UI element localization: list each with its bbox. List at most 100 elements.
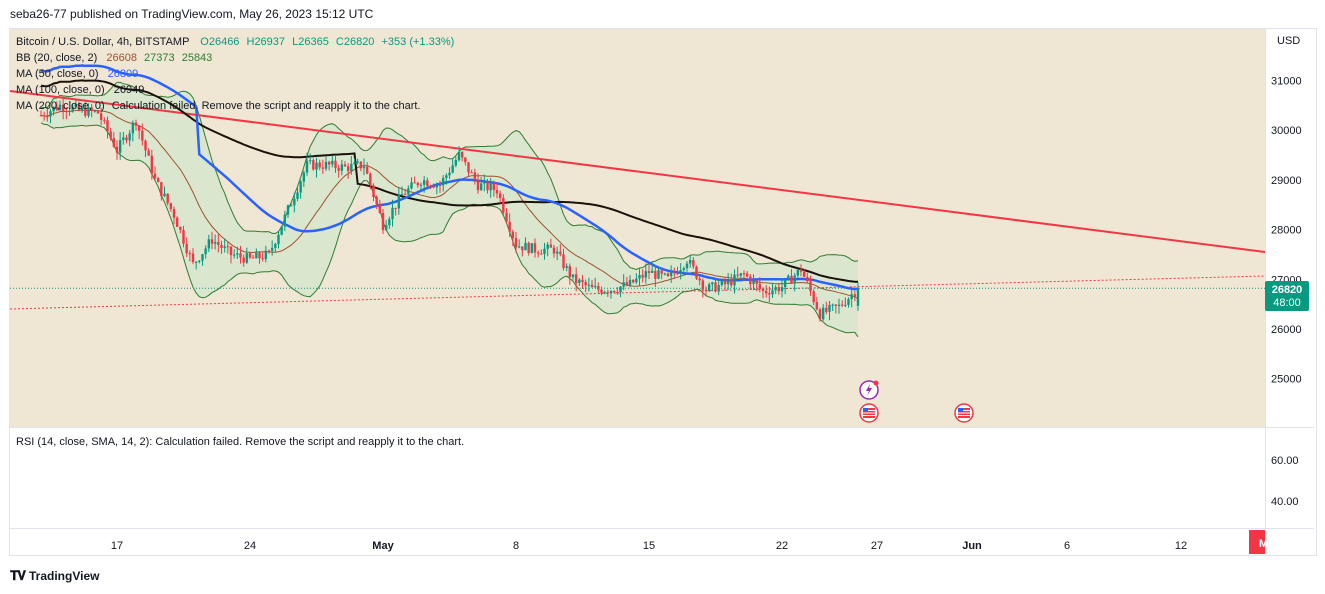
candle-body [650, 270, 654, 273]
legend-close: C26820 [335, 36, 375, 48]
candle-body [787, 275, 790, 280]
legend-ma100-value: 26949 [113, 84, 145, 96]
time-axis-tick: 27 [871, 540, 883, 552]
candle-body [340, 164, 344, 171]
candle-body [112, 138, 116, 147]
candle-body [508, 221, 511, 232]
legend-bb-upper: 27373 [144, 52, 175, 64]
candle-body [346, 166, 350, 171]
candle-body [451, 165, 454, 173]
candle-body [153, 173, 157, 179]
candle-body [492, 183, 496, 190]
candle-body [407, 188, 410, 195]
time-axis-tick: 22 [776, 540, 788, 552]
candle-body [638, 274, 641, 279]
candle-body [213, 242, 217, 244]
candle-body [856, 288, 860, 306]
candle-body [711, 282, 714, 285]
candle-body [669, 272, 673, 277]
candle-body [622, 282, 625, 287]
legend-symbol-row[interactable]: Bitcoin / U.S. Dollar, 4h, BITSTAMP O264… [16, 34, 454, 50]
publisher-line: seba26-77 published on TradingView.com, … [10, 7, 374, 21]
event-flash-icon[interactable] [859, 380, 879, 400]
legend-ma200-label: MA (200, close, 0) [16, 100, 105, 112]
candle-body [137, 125, 141, 131]
candle-body [752, 280, 755, 285]
time-axis[interactable]: 17 24 May 8 15 22 27 Jun 6 12 [111, 540, 1187, 552]
candle-body [277, 234, 280, 245]
candle-body [115, 146, 119, 153]
candle-body [467, 162, 470, 173]
candle-body [160, 182, 163, 197]
legend-bb-label: BB (20, close, 2) [16, 52, 98, 64]
candle-body [58, 104, 62, 110]
candle-body [498, 193, 502, 198]
legend-ma50-row[interactable]: MA (50, close, 0) 26809 [16, 66, 138, 82]
candle-body [454, 160, 458, 166]
candle-body [641, 274, 644, 278]
candle-body [435, 184, 439, 188]
candle-body [122, 137, 125, 140]
candle-body [565, 266, 568, 268]
price-tag-value: 26820 [1272, 284, 1303, 296]
candle-body [761, 288, 765, 291]
candle-body [185, 243, 188, 254]
candle-body [473, 172, 477, 180]
candle-body [251, 257, 255, 259]
candle-body [391, 207, 394, 220]
candle-body [261, 258, 264, 260]
candle-body [701, 280, 705, 290]
candle-body [223, 246, 226, 248]
candle-body [796, 269, 800, 276]
candle-body [676, 272, 679, 274]
rsi-legend[interactable]: RSI (14, close, SMA, 14, 2): Calculation… [16, 436, 465, 448]
candle-body [790, 275, 793, 284]
rsi-axis-tick: 40.00 [1271, 496, 1299, 508]
candle-body [815, 302, 819, 310]
candle-body [55, 106, 59, 110]
candle-body [733, 274, 736, 286]
candle-body [305, 160, 309, 173]
legend-ma200-row[interactable]: MA (200, close, 0) Calculation failed. R… [16, 98, 421, 114]
us-flag-event-icon[interactable] [859, 403, 879, 423]
candle-body [597, 286, 600, 290]
candle-body [717, 285, 720, 292]
price-axis-tick: 31000 [1271, 76, 1302, 88]
tradingview-logo-icon: 𝐓𝐕 [10, 568, 26, 583]
candle-body [840, 304, 844, 306]
legend-ma100-row[interactable]: MA (100, close, 0) 26949 [16, 82, 144, 98]
candle-body [464, 157, 467, 163]
us-flag-event-icon[interactable] [954, 403, 974, 423]
rsi-axis[interactable]: 60.00 40.00 [1271, 455, 1299, 508]
candle-body [593, 286, 597, 288]
candle-body [818, 309, 822, 320]
candle-body [809, 281, 812, 292]
legend-bb-row[interactable]: BB (20, close, 2) 26608 27373 25843 [16, 50, 212, 66]
candle-body [438, 184, 442, 186]
time-axis-tick: May [372, 540, 394, 552]
candle-body [736, 274, 739, 276]
candle-body [574, 274, 578, 283]
candle-body [688, 260, 692, 264]
candle-body [163, 193, 166, 197]
time-marker-label: M [1259, 538, 1268, 550]
legend-ma200-error: Calculation failed. Remove the script an… [111, 100, 421, 112]
candle-body [540, 253, 543, 255]
candle-body [242, 257, 245, 263]
candle-body [549, 244, 553, 248]
candle-body [220, 244, 223, 248]
candle-body [388, 219, 391, 226]
candle-body [128, 133, 131, 141]
candle-body [448, 172, 451, 176]
tradingview-footer[interactable]: 𝐓𝐕 TradingView [10, 568, 99, 584]
candle-body [590, 284, 594, 288]
candle-body [403, 194, 407, 196]
candle-body [274, 244, 277, 248]
candle-body [356, 161, 359, 163]
candle-body [612, 290, 616, 292]
candle-body [103, 119, 106, 121]
candle-body [853, 294, 857, 297]
candle-body [93, 110, 97, 112]
